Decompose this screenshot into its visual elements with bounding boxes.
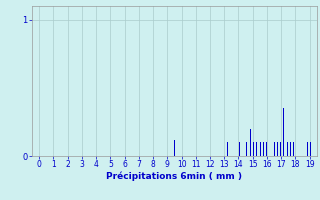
- Bar: [293, 142, 294, 156]
- Bar: [277, 142, 278, 156]
- Bar: [266, 142, 267, 156]
- Bar: [263, 142, 264, 156]
- Bar: [253, 142, 254, 156]
- Bar: [174, 140, 175, 156]
- Bar: [280, 142, 281, 156]
- Bar: [287, 142, 288, 156]
- Bar: [310, 142, 311, 156]
- Bar: [250, 129, 251, 156]
- Bar: [283, 108, 284, 156]
- Bar: [256, 142, 257, 156]
- X-axis label: Précipitations 6min ( mm ): Précipitations 6min ( mm ): [106, 172, 243, 181]
- Bar: [239, 142, 240, 156]
- Bar: [260, 142, 261, 156]
- Bar: [290, 142, 291, 156]
- Bar: [246, 142, 247, 156]
- Bar: [307, 142, 308, 156]
